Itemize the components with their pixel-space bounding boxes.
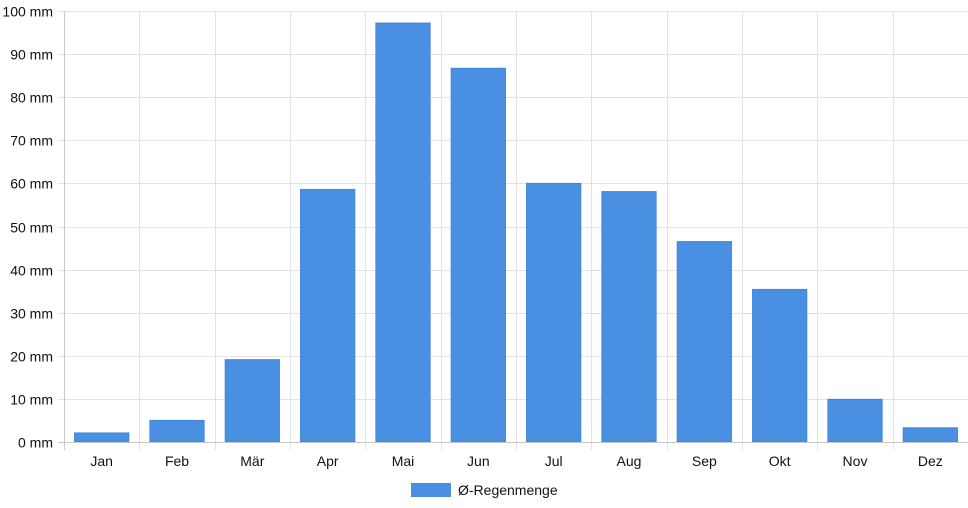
legend-label[interactable]: Ø-Regenmenge: [458, 482, 558, 498]
bar-aug[interactable]: [601, 191, 657, 443]
y-tick-label: 30 mm: [10, 306, 53, 322]
x-tick-label: Mai: [392, 453, 415, 469]
y-tick-label: 20 mm: [10, 349, 53, 365]
x-tick-label: Dez: [918, 453, 943, 469]
y-tick-label: 0 mm: [18, 435, 53, 451]
y-tick-label: 60 mm: [10, 176, 53, 192]
grid-lines: [58, 11, 968, 450]
bar-sep[interactable]: [676, 241, 732, 443]
y-tick-label: 10 mm: [10, 392, 53, 408]
y-tick-label: 90 mm: [10, 47, 53, 63]
x-tick-label: Apr: [317, 453, 339, 469]
x-axis-tick-labels: Jan Feb Mär Apr Mai Jun Jul Aug Sep Okt Nov Dez: [90, 453, 942, 469]
bar-dez[interactable]: [902, 427, 958, 443]
bar-nov[interactable]: [827, 398, 883, 443]
legend-swatch[interactable]: [411, 483, 451, 497]
bar-jul[interactable]: [526, 182, 582, 443]
x-tick-label: Sep: [692, 453, 717, 469]
y-tick-label: 50 mm: [10, 220, 53, 236]
bar-mär[interactable]: [224, 359, 280, 443]
bars: [74, 22, 958, 443]
y-tick-label: 70 mm: [10, 133, 53, 149]
bar-okt[interactable]: [752, 288, 808, 443]
bar-jun[interactable]: [450, 67, 506, 443]
x-tick-label: Jan: [90, 453, 113, 469]
bar-feb[interactable]: [149, 419, 205, 443]
bar-apr[interactable]: [300, 188, 356, 443]
y-axis-tick-labels: 0 mm 10 mm 20 mm 30 mm 40 mm 50 mm 60 mm 70 mm 8…: [2, 4, 53, 451]
bar-mai[interactable]: [375, 22, 431, 443]
x-tick-label: Mär: [240, 453, 264, 469]
x-tick-label: Jul: [545, 453, 563, 469]
y-tick-label: 40 mm: [10, 263, 53, 279]
legend[interactable]: Ø-Regenmenge: [411, 482, 558, 498]
x-tick-label: Jun: [467, 453, 490, 469]
x-tick-label: Aug: [617, 453, 642, 469]
x-tick-label: Okt: [769, 453, 791, 469]
x-tick-label: Nov: [843, 453, 868, 469]
x-tick-label: Feb: [165, 453, 189, 469]
y-tick-label: 100 mm: [2, 4, 53, 20]
y-tick-label: 80 mm: [10, 90, 53, 106]
bar-jan[interactable]: [74, 432, 130, 443]
axes: [58, 11, 968, 450]
